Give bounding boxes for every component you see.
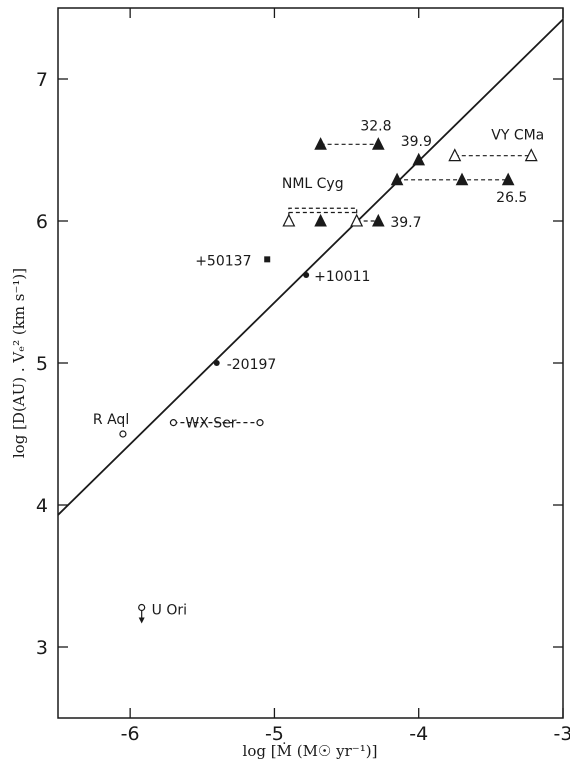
point-label: +10011 — [314, 269, 370, 285]
point-label: WX Ser — [185, 416, 236, 432]
point-label: R Aql — [93, 412, 129, 428]
nml-cyg-bracket — [288, 207, 358, 217]
filled-triangle-marker — [314, 137, 327, 150]
filled-circle-marker — [213, 360, 220, 366]
y-tick-label: 6 — [36, 211, 48, 233]
open-triangle-marker — [350, 213, 364, 227]
open-circle-marker — [138, 603, 146, 612]
point-label: 26.5 — [496, 190, 527, 206]
y-axis-title: log [D(AU) . Vₑ² (km s⁻¹)] — [10, 268, 28, 458]
point-label: U Ori — [152, 603, 187, 619]
x-tick-label: -3 — [554, 723, 570, 745]
point-label: 39.9 — [401, 134, 432, 150]
filled-triangle-marker — [501, 172, 515, 186]
fit-line — [57, 18, 564, 516]
point-labels: R Aql WX Ser U Ori -20197 +50137 +10011 32.8 39… — [93, 118, 544, 618]
y-tick-label: 5 — [36, 353, 48, 375]
open-circle-marker — [119, 430, 127, 438]
point-label: NML Cyg — [282, 176, 344, 192]
open-circle-marker — [256, 419, 264, 427]
filled-triangle-marker — [372, 137, 385, 150]
filled-triangle-marker — [372, 213, 385, 227]
open-triangle-marker — [448, 148, 462, 162]
x-axis-title: log [Ṁ (M☉ yr⁻¹)] — [243, 742, 378, 760]
axis-ticks — [58, 8, 564, 718]
y-tick-label: 3 — [36, 637, 48, 659]
upper-limit-arrowhead — [138, 617, 145, 624]
filled-triangle-marker — [390, 172, 404, 186]
open-triangle-marker — [524, 148, 538, 162]
x-tick-label: -6 — [121, 723, 140, 745]
filled-triangle-marker — [314, 213, 327, 227]
point-label: 39.7 — [390, 215, 421, 231]
plot-frame — [57, 7, 564, 719]
open-circle-marker — [169, 419, 178, 427]
filled-circle-marker — [303, 271, 310, 278]
point-label: +50137 — [195, 253, 251, 269]
filled-square-marker — [264, 256, 271, 263]
x-tick-label: -5 — [265, 723, 284, 745]
filled-triangle-marker — [455, 172, 469, 186]
point-label: 32.8 — [360, 118, 391, 134]
axis-tick-labels: -6 -5 -4 -3 3 4 5 6 7 — [36, 69, 570, 745]
open-triangle-marker — [282, 213, 296, 227]
x-tick-label: -4 — [409, 723, 428, 745]
y-tick-label: 7 — [36, 69, 48, 91]
point-label: VY CMa — [491, 128, 544, 144]
filled-triangle-marker — [412, 152, 426, 166]
data-points — [119, 137, 538, 624]
y-tick-label: 4 — [36, 495, 48, 517]
point-label: -20197 — [227, 357, 277, 373]
